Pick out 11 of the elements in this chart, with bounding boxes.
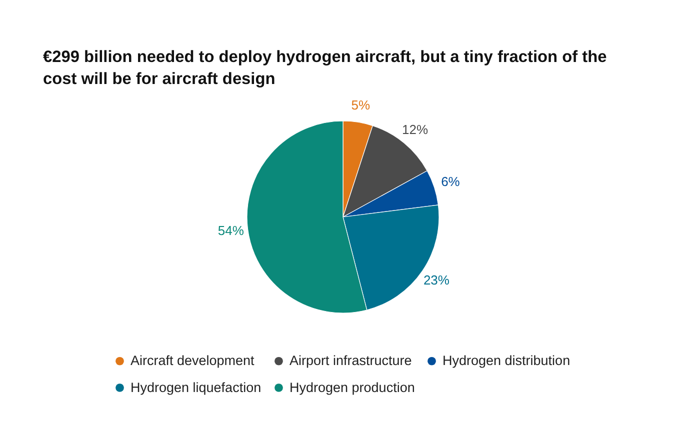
data-label: 5% (351, 97, 371, 112)
chart-title: €299 billion needed to deploy hydrogen aircraft, but a tiny fraction of the cost will be for aircraft design (43, 48, 607, 88)
legend-label: Aircraft development (130, 353, 255, 368)
legend-label: Hydrogen production (290, 380, 415, 395)
data-label: 6% (441, 174, 460, 190)
data-label: 12% (402, 122, 428, 137)
legend-label: Hydrogen liquefaction (130, 380, 262, 395)
data-label: 23% (423, 272, 450, 288)
legend-label: Hydrogen distribution (442, 353, 570, 368)
data-label: 54% (218, 223, 244, 238)
legend-label: Airport infrastructure (290, 353, 412, 368)
